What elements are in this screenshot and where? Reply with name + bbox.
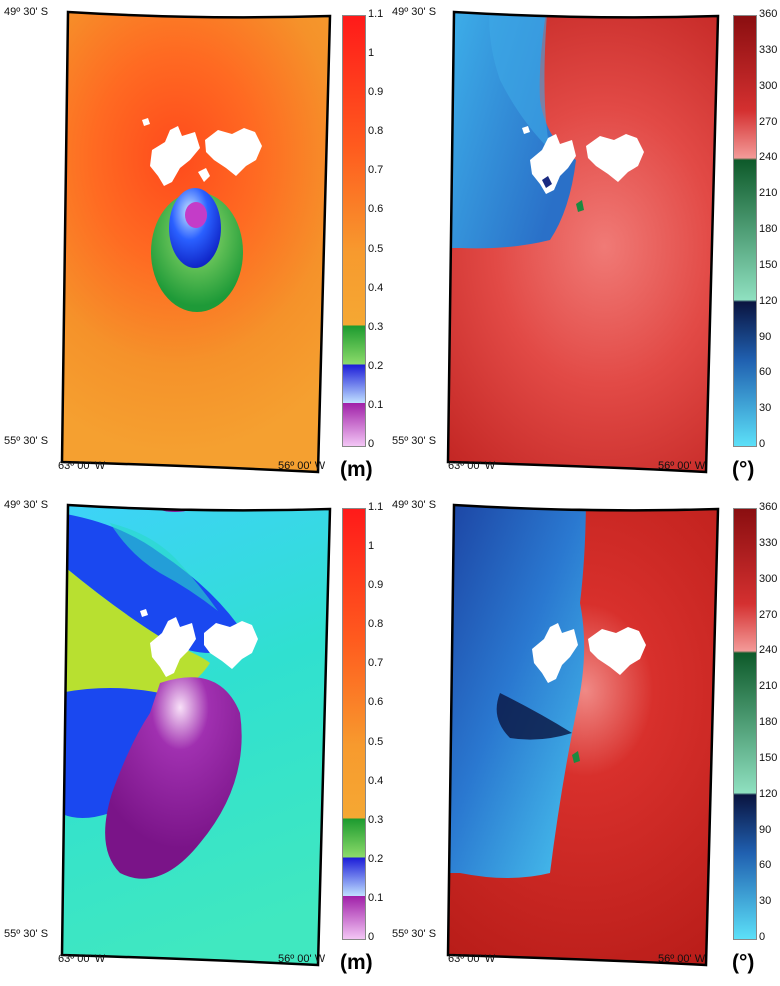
colorbar-tick-label: 360 xyxy=(759,501,778,513)
falkland-islands-land xyxy=(522,126,644,194)
amplitude-map-1 xyxy=(60,10,332,474)
latitude-bottom-label: 55º 30' S xyxy=(4,435,49,447)
colorbar-unit-label: (m) xyxy=(340,458,373,481)
colorbar-tick-label: 0 xyxy=(759,438,766,450)
colorbar-tick-label: 300 xyxy=(759,79,778,92)
colorbar-tick-label: 270 xyxy=(759,608,778,621)
colorbar-tick-label: 0 xyxy=(368,931,375,943)
longitude-left-label: 63º 00' W xyxy=(58,460,106,472)
longitude-left-label: 63º 00' W xyxy=(448,953,496,965)
colorbar-tick-label: 0.8 xyxy=(368,125,384,138)
colorbar-tick-label: 0.5 xyxy=(368,242,384,255)
phase-map-panel-1: 49º 30' S 55º 30' S 63º 00' W 56º 00' W … xyxy=(390,0,780,493)
amplitude-colorbar xyxy=(342,508,366,940)
colorbar-unit-label: (°) xyxy=(732,458,755,481)
colorbar-tick-label: 0.1 xyxy=(368,891,384,904)
latitude-bottom-label: 55º 30' S xyxy=(392,435,437,447)
colorbar-tick-label: 150 xyxy=(759,258,778,271)
colorbar-tick-label: 0.7 xyxy=(368,164,384,177)
colorbar-tick-label: 0.3 xyxy=(368,320,384,333)
colorbar-tick-label: 0.6 xyxy=(368,696,384,709)
phase-colorbar xyxy=(733,508,757,940)
colorbar-tick-label: 210 xyxy=(759,187,778,200)
longitude-left-label: 63º 00' W xyxy=(58,953,106,965)
falkland-islands-land xyxy=(142,118,262,186)
latitude-top-label: 49º 30' S xyxy=(392,6,437,18)
colorbar-tick-label: 90 xyxy=(759,823,772,836)
colorbar-tick-label: 30 xyxy=(759,895,772,908)
colorbar-tick-label: 360 xyxy=(759,8,778,20)
falkland-islands-land xyxy=(140,609,258,677)
colorbar-tick-label: 0 xyxy=(759,931,766,943)
falkland-islands-land xyxy=(532,623,646,683)
amplitude-map-2 xyxy=(60,503,332,967)
colorbar-tick-label: 300 xyxy=(759,572,778,585)
colorbar-tick-label: 1 xyxy=(368,540,375,553)
colorbar-tick-label: 0.9 xyxy=(368,86,384,99)
colorbar-tick-label: 0.4 xyxy=(368,774,384,787)
colorbar-tick-label: 90 xyxy=(759,330,772,343)
phase-map-panel-2: 49º 30' S 55º 30' S 63º 00' W 56º 00' W … xyxy=(390,493,780,986)
longitude-left-label: 63º 00' W xyxy=(448,460,496,472)
colorbar-tick-label: 0.5 xyxy=(368,735,384,748)
phase-colorbar xyxy=(733,15,757,447)
colorbar-tick-label: 240 xyxy=(759,644,778,657)
latitude-top-label: 49º 30' S xyxy=(392,499,437,511)
colorbar-tick-label: 0.7 xyxy=(368,657,384,670)
colorbar-tick-label: 180 xyxy=(759,716,778,728)
colorbar-tick-label: 0.9 xyxy=(368,579,384,592)
colorbar-tick-label: 0.8 xyxy=(368,618,384,631)
colorbar-tick-label: 1.1 xyxy=(368,8,384,20)
colorbar-tick-label: 330 xyxy=(759,43,778,56)
colorbar-tick-label: 0.2 xyxy=(368,852,384,865)
colorbar-tick-label: 60 xyxy=(759,366,772,379)
phase-map-2 xyxy=(446,503,720,967)
colorbar-tick-label: 1.1 xyxy=(368,501,384,513)
colorbar-tick-label: 150 xyxy=(759,751,778,764)
colorbar-unit-label: (°) xyxy=(732,951,755,974)
colorbar-tick-label: 1 xyxy=(368,47,375,60)
latitude-top-label: 49º 30' S xyxy=(4,499,49,511)
colorbar-tick-label: 0 xyxy=(368,438,375,450)
colorbar-tick-label: 120 xyxy=(759,787,778,800)
longitude-right-label: 56º 00' W xyxy=(658,460,706,472)
latitude-bottom-label: 55º 30' S xyxy=(4,928,49,940)
amplitude-map-panel-2: 49º 30' S 55º 30' S 63º 00' W 56º 00' W … xyxy=(0,493,390,986)
longitude-right-label: 56º 00' W xyxy=(278,953,326,965)
latitude-bottom-label: 55º 30' S xyxy=(392,928,437,940)
colorbar-tick-label: 0.2 xyxy=(368,359,384,372)
longitude-right-label: 56º 00' W xyxy=(278,460,326,472)
colorbar-tick-label: 0.6 xyxy=(368,203,384,216)
colorbar-tick-label: 0.4 xyxy=(368,281,384,294)
phase-map-1 xyxy=(446,10,720,474)
colorbar-unit-label: (m) xyxy=(340,951,373,974)
amplitude-map-panel-1: 49º 30' S 55º 30' S 63º 00' W 56º 00' W … xyxy=(0,0,390,493)
colorbar-tick-label: 30 xyxy=(759,402,772,415)
colorbar-tick-label: 180 xyxy=(759,223,778,235)
colorbar-tick-label: 270 xyxy=(759,115,778,128)
colorbar-tick-label: 60 xyxy=(759,859,772,872)
colorbar-tick-label: 0.1 xyxy=(368,398,384,411)
longitude-right-label: 56º 00' W xyxy=(658,953,706,965)
colorbar-tick-label: 120 xyxy=(759,294,778,307)
colorbar-tick-label: 330 xyxy=(759,536,778,549)
colorbar-tick-label: 0.3 xyxy=(368,813,384,826)
amplitude-colorbar xyxy=(342,15,366,447)
colorbar-tick-label: 240 xyxy=(759,151,778,164)
latitude-top-label: 49º 30' S xyxy=(4,6,49,18)
colorbar-tick-label: 210 xyxy=(759,680,778,693)
